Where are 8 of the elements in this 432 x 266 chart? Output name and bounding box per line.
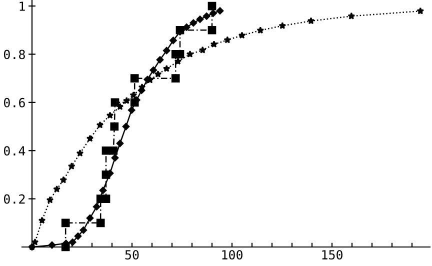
x-tick-label: 50	[125, 250, 139, 260]
x-tick-label: 100	[222, 250, 242, 260]
y-tick-label: 0.8	[4, 50, 25, 60]
y-tick-label: 0.4	[4, 146, 26, 156]
y-tick-label: 1	[20, 2, 25, 11]
y-tick-label: 0.6	[4, 98, 25, 108]
x-tick-label: 150	[322, 250, 342, 260]
y-tick-label: 0.2	[4, 194, 25, 204]
